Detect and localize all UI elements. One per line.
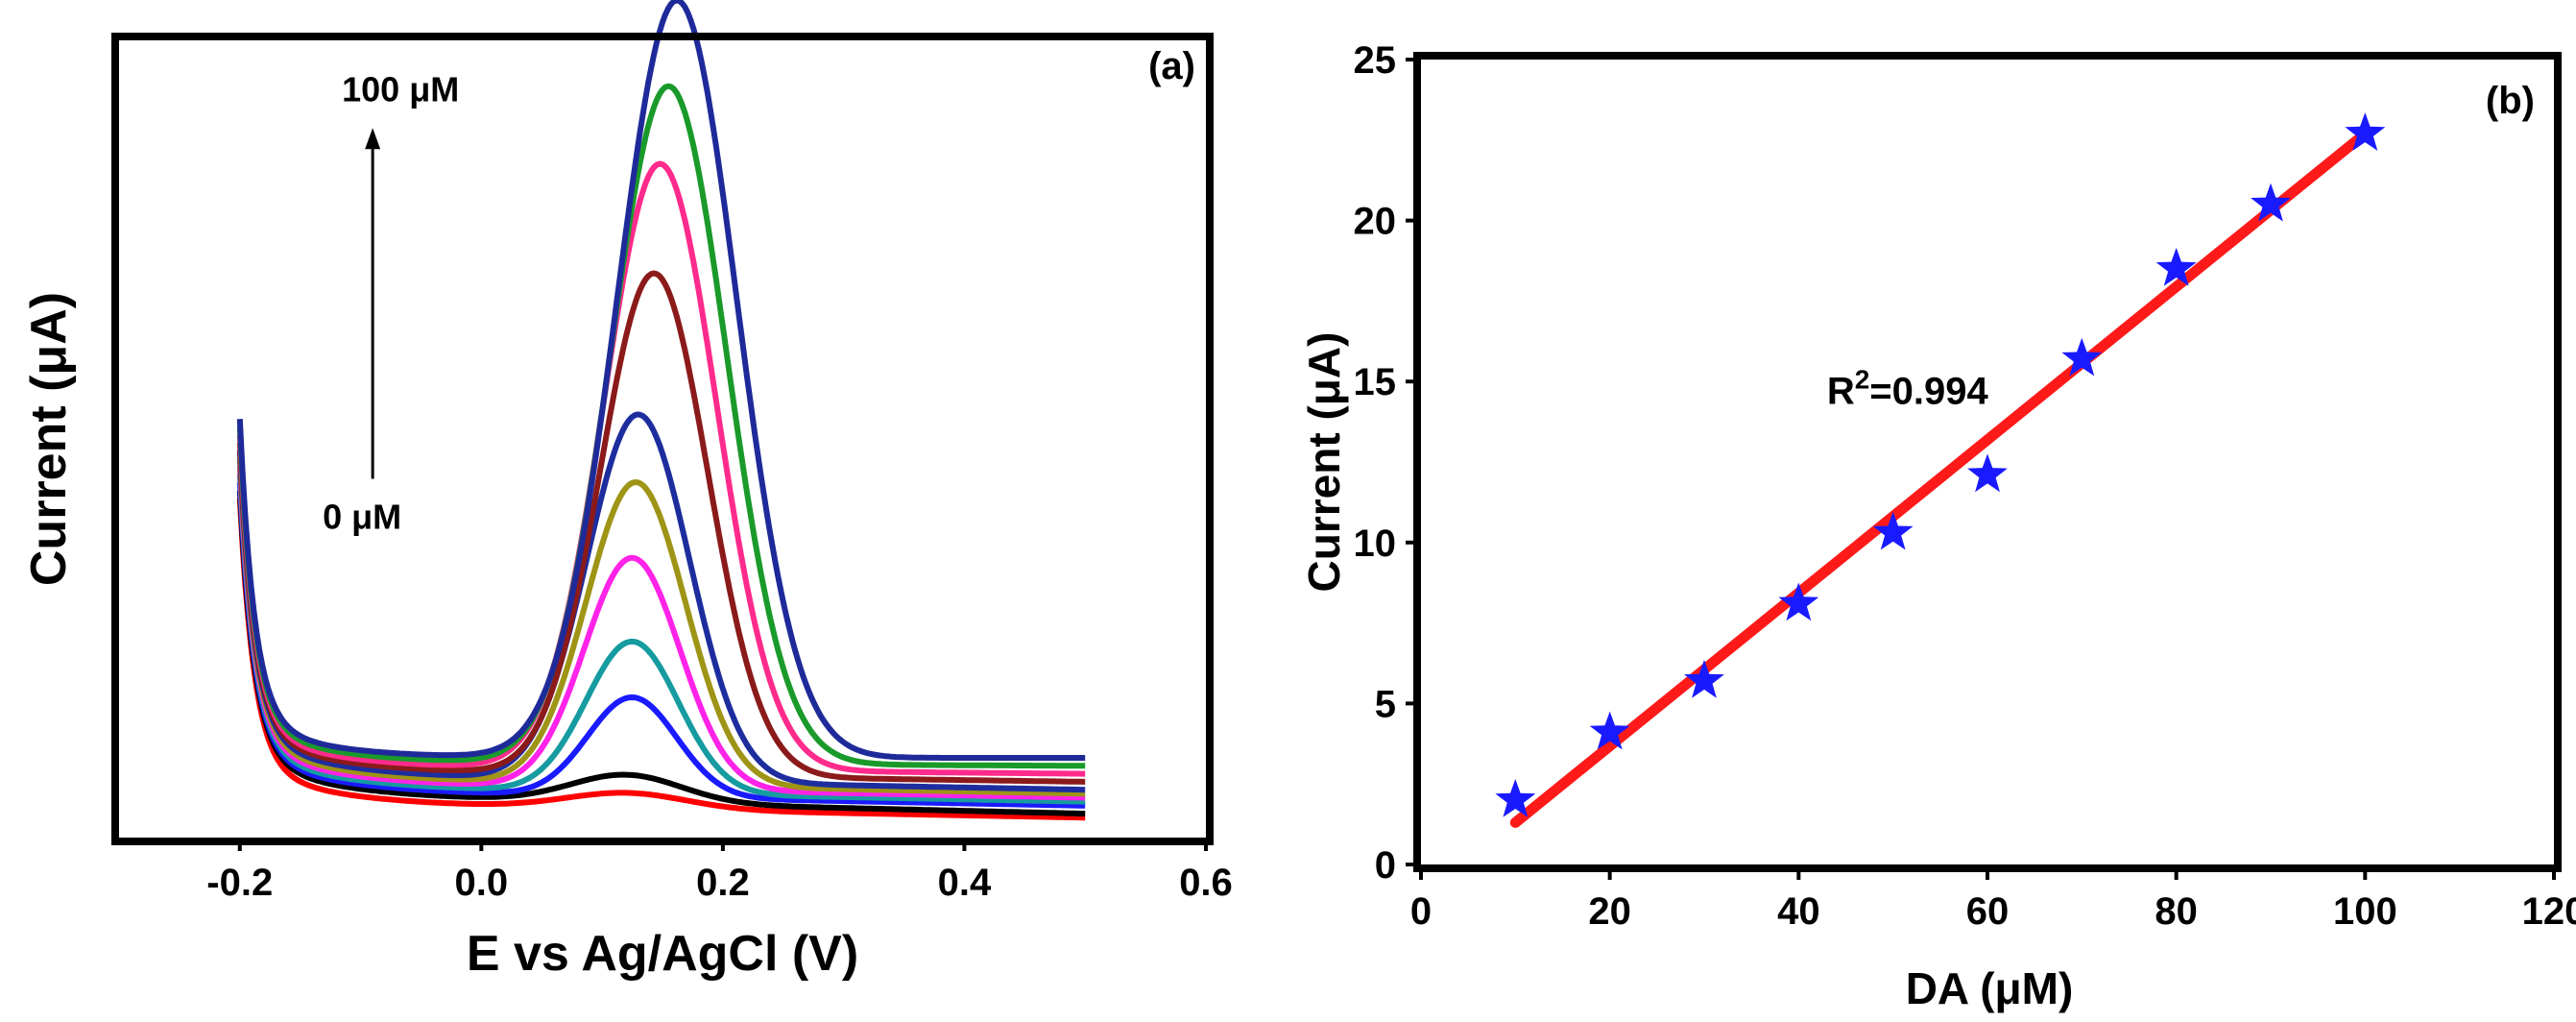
series-curve — [236, 466, 1086, 801]
x-tick-label: 60 — [1966, 890, 2010, 933]
data-point-star — [2345, 112, 2386, 151]
series-curve — [236, 411, 1086, 793]
series-curve — [236, 474, 1086, 805]
x-tick-label: 0.2 — [696, 862, 750, 904]
x-tick-label: 40 — [1777, 890, 1820, 933]
data-point-star — [2155, 247, 2197, 286]
data-point-star — [1872, 511, 1914, 550]
r2-prefix: R — [1827, 371, 1855, 413]
x-tick-label: 20 — [1588, 890, 1631, 933]
series-curve — [236, 490, 1086, 817]
data-point-star — [1684, 659, 1724, 698]
r2-value: =0.994 — [1869, 371, 1988, 413]
x-tick-label: 100 — [2333, 890, 2397, 933]
series-curve — [236, 458, 1086, 797]
x-tick-label: 0.6 — [1179, 862, 1233, 904]
series-curve — [236, 499, 1086, 821]
y-tick-label: 20 — [1354, 201, 1397, 243]
data-point-star — [1778, 582, 1819, 621]
data-point-star — [1589, 711, 1630, 750]
panel-a-label: (a) — [1148, 45, 1195, 87]
series-curve — [236, 83, 1086, 769]
series-curve — [236, 482, 1086, 809]
panel-a-frame — [111, 33, 1214, 845]
r2-superscript: 2 — [1855, 365, 1870, 395]
concentration-arrowhead — [365, 128, 381, 150]
series-curve — [236, 0, 1086, 761]
y-axis-title-b: Current (μA) — [1299, 332, 1349, 593]
series-curve — [236, 160, 1086, 777]
y-tick-group: 0 5 10 15 20 25 — [1354, 39, 1419, 887]
linear-fit-line — [1509, 128, 2371, 828]
x-tick-label: 0.4 — [938, 862, 992, 904]
x-tick-label: 120 — [2522, 890, 2576, 933]
y-tick-label: 0 — [1375, 844, 1396, 887]
y-tick-label: 5 — [1375, 683, 1396, 725]
curve-group — [236, 0, 1086, 821]
y-axis-title: Current (μA) — [21, 292, 77, 586]
panel-b-label: (b) — [2486, 80, 2535, 122]
x-tick-group: 0 20 40 60 80 100 120 — [1410, 866, 2576, 933]
r-squared-annotation: R2=0.994 — [1827, 365, 1989, 413]
annotation-0uM: 0 μM — [323, 498, 401, 537]
data-point-star — [2251, 182, 2291, 222]
data-point-group — [1495, 112, 2386, 817]
panel-b-calibration: 0 20 40 60 80 100 120 0 5 10 15 20 25 (b) DA (μM) C… — [1299, 39, 2576, 1013]
series-curve — [236, 270, 1086, 785]
annotation-100uM: 100 μM — [342, 69, 459, 109]
y-tick-label: 25 — [1354, 39, 1397, 82]
data-point-star — [1967, 453, 2008, 493]
x-tick-group: -0.2 0.0 0.2 0.4 0.6 — [206, 840, 1233, 904]
y-tick-label: 15 — [1354, 361, 1397, 403]
panel-a-voltammogram: -0.2 0.0 0.2 0.4 0.6 (a) E vs Ag/AgCl (V) Cu… — [21, 0, 1233, 982]
data-point-star — [1495, 779, 1536, 817]
data-point-star — [2061, 337, 2103, 377]
x-axis-title-b: DA (μM) — [1906, 963, 2074, 1013]
x-tick-label: 0.0 — [455, 862, 509, 904]
x-tick-label: 80 — [2155, 890, 2198, 933]
x-axis-title: E vs Ag/AgCl (V) — [467, 926, 858, 982]
x-tick-label: -0.2 — [206, 862, 273, 904]
x-tick-label: 0 — [1410, 890, 1432, 933]
y-tick-label: 10 — [1354, 523, 1397, 565]
